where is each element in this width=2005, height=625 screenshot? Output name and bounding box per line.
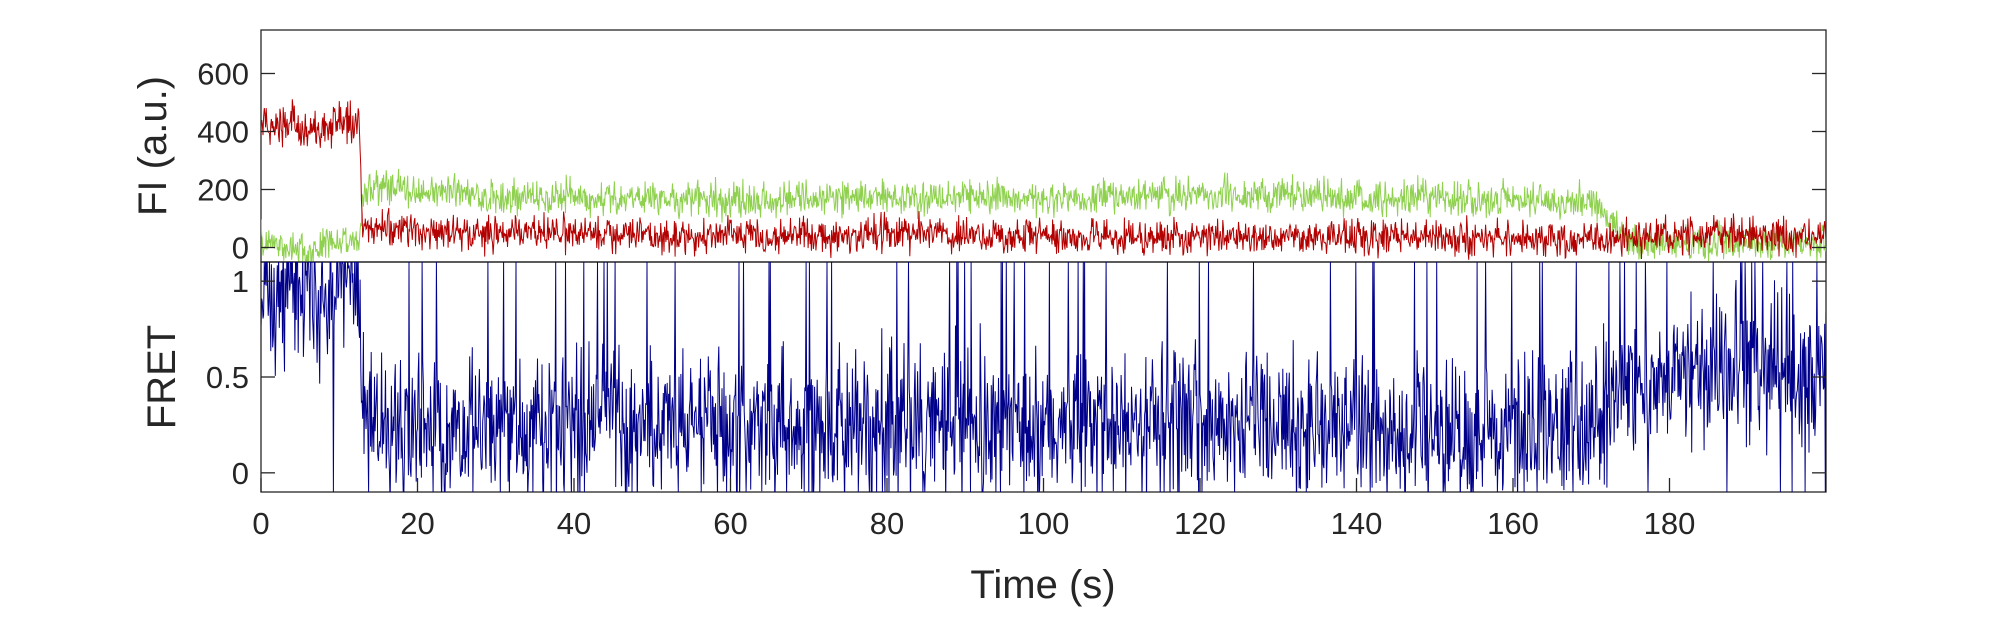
fluorescence-y-tick-label: 600 <box>197 57 249 92</box>
fluorescence-series-1-line <box>261 168 1826 262</box>
time-x-ticks: 0 20 40 60 80 100 120 140 160 180 <box>252 478 1695 541</box>
time-x-tick-label: 80 <box>870 506 904 541</box>
fluorescence-y-tick-label: 200 <box>197 173 249 208</box>
time-x-tick-label: 20 <box>400 506 434 541</box>
fluorescence-series-2-line <box>261 99 1826 260</box>
fret-panel: 00.51 0 20 40 60 80 100 120 140 160 180 FRET Time… <box>140 261 1827 607</box>
fret-y-tick-label: 0.5 <box>206 360 249 395</box>
fluorescence-y-ticks: 0 200 400 600 <box>197 57 1826 266</box>
time-x-tick-label: 40 <box>557 506 591 541</box>
fret-y-axis-label: FRET <box>140 325 184 429</box>
fluorescence-plot-area <box>261 99 1826 262</box>
fret-y-ticks: 00.51 <box>206 264 1826 491</box>
time-x-tick-label: 60 <box>713 506 747 541</box>
fluorescence-y-tick-label: 0 <box>232 231 249 266</box>
fret-series-1-line <box>261 262 1826 492</box>
time-x-axis-label: Time (s) <box>970 563 1115 607</box>
time-x-tick-label: 120 <box>1174 506 1226 541</box>
time-x-tick-label: 100 <box>1018 506 1070 541</box>
fluorescence-y-tick-label: 400 <box>197 115 249 150</box>
fluorescence-y-axis-label: FI (a.u.) <box>131 76 175 216</box>
fret-plot-area <box>261 262 1826 492</box>
time-x-tick-label: 160 <box>1487 506 1539 541</box>
fret-y-tick-label: 1 <box>232 264 249 299</box>
time-x-tick-label: 0 <box>252 506 269 541</box>
fluorescence-panel: 0 200 400 600 FI (a.u.) <box>131 29 1827 266</box>
time-x-tick-label: 180 <box>1644 506 1696 541</box>
fret-y-tick-label: 0 <box>232 456 249 491</box>
time-x-tick-label: 140 <box>1331 506 1383 541</box>
